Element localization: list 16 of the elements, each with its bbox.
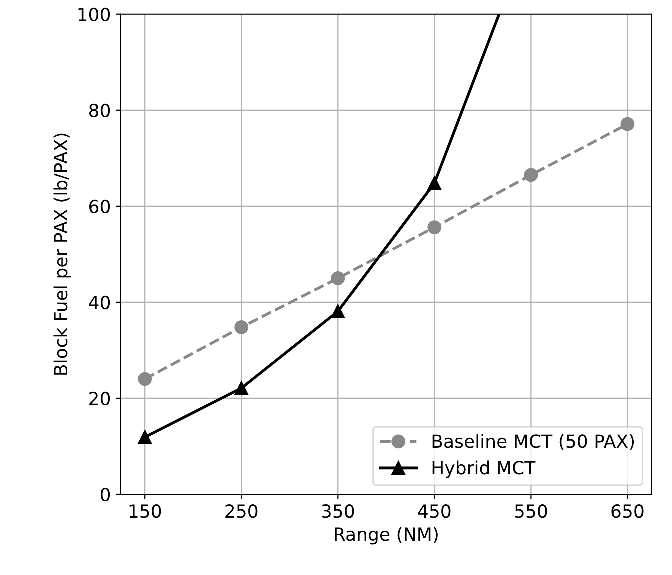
legend-label: Hybrid MCT	[432, 460, 536, 478]
y-tick-label: 60	[90, 200, 110, 214]
x-tick-label: 250	[226, 504, 258, 518]
x-tick-label: 450	[418, 504, 451, 518]
x-tick-label: 650	[612, 504, 644, 518]
y-tick-label: 40	[89, 296, 110, 310]
y-tick-label: 0	[100, 488, 110, 502]
x-tick-label: 350	[322, 504, 354, 518]
x-tick-label: 150	[130, 504, 162, 518]
y-tick-label: 20	[90, 392, 110, 406]
y-tick-label: 100	[78, 8, 110, 22]
x-tick-label: 550	[515, 504, 548, 518]
y-axis-title: Block Fuel per PAX (lb/PAX)	[54, 134, 72, 375]
x-axis-title: Range (NM)	[335, 527, 438, 545]
legend-label: Baseline MCT (50 PAX)	[432, 434, 634, 450]
y-tick-label: 80	[89, 104, 110, 118]
